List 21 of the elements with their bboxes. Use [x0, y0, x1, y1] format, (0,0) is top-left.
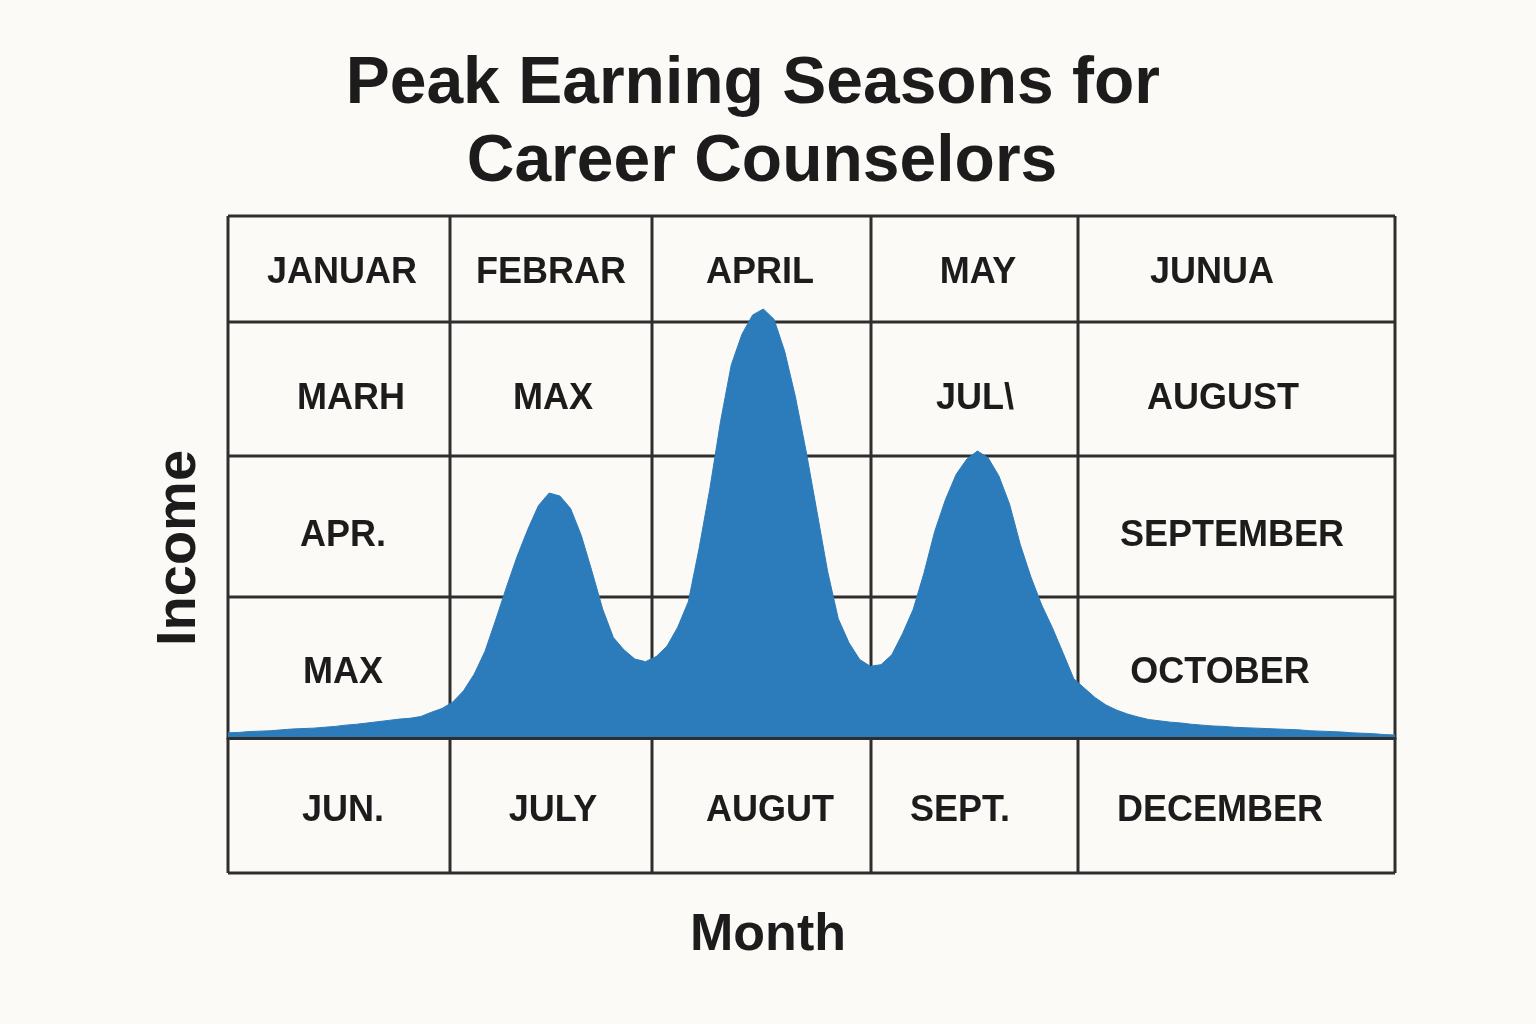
- text: MAY: [939, 249, 1017, 291]
- text: JULY: [508, 787, 598, 829]
- text: APRIL: [706, 249, 814, 291]
- text: DECEMBER: [1116, 787, 1324, 829]
- text: FEBRAR: [476, 249, 626, 291]
- annotation: MAX: [513, 375, 593, 417]
- y-axis-title: Income: [143, 449, 207, 647]
- annotation: OCTOBER: [1130, 649, 1310, 691]
- text: AUGUT: [706, 787, 834, 829]
- text: JUN.: [301, 787, 385, 829]
- annotation: MARH: [297, 375, 405, 417]
- chart-title: Peak Earning Seasons for Career Counselors: [345, 43, 1179, 195]
- x-axis-title: Month: [690, 903, 846, 961]
- annotation: APR.: [299, 512, 387, 554]
- text: JUNUA: [1149, 249, 1275, 291]
- annotation: AUGUST: [1147, 375, 1300, 417]
- annotation: JUL\: [935, 375, 1015, 417]
- text: SEPT.: [909, 787, 1011, 829]
- text: JANUAR: [266, 249, 418, 291]
- annotation: MAX: [303, 649, 383, 691]
- annotation: SEPTEMBER: [1119, 512, 1345, 554]
